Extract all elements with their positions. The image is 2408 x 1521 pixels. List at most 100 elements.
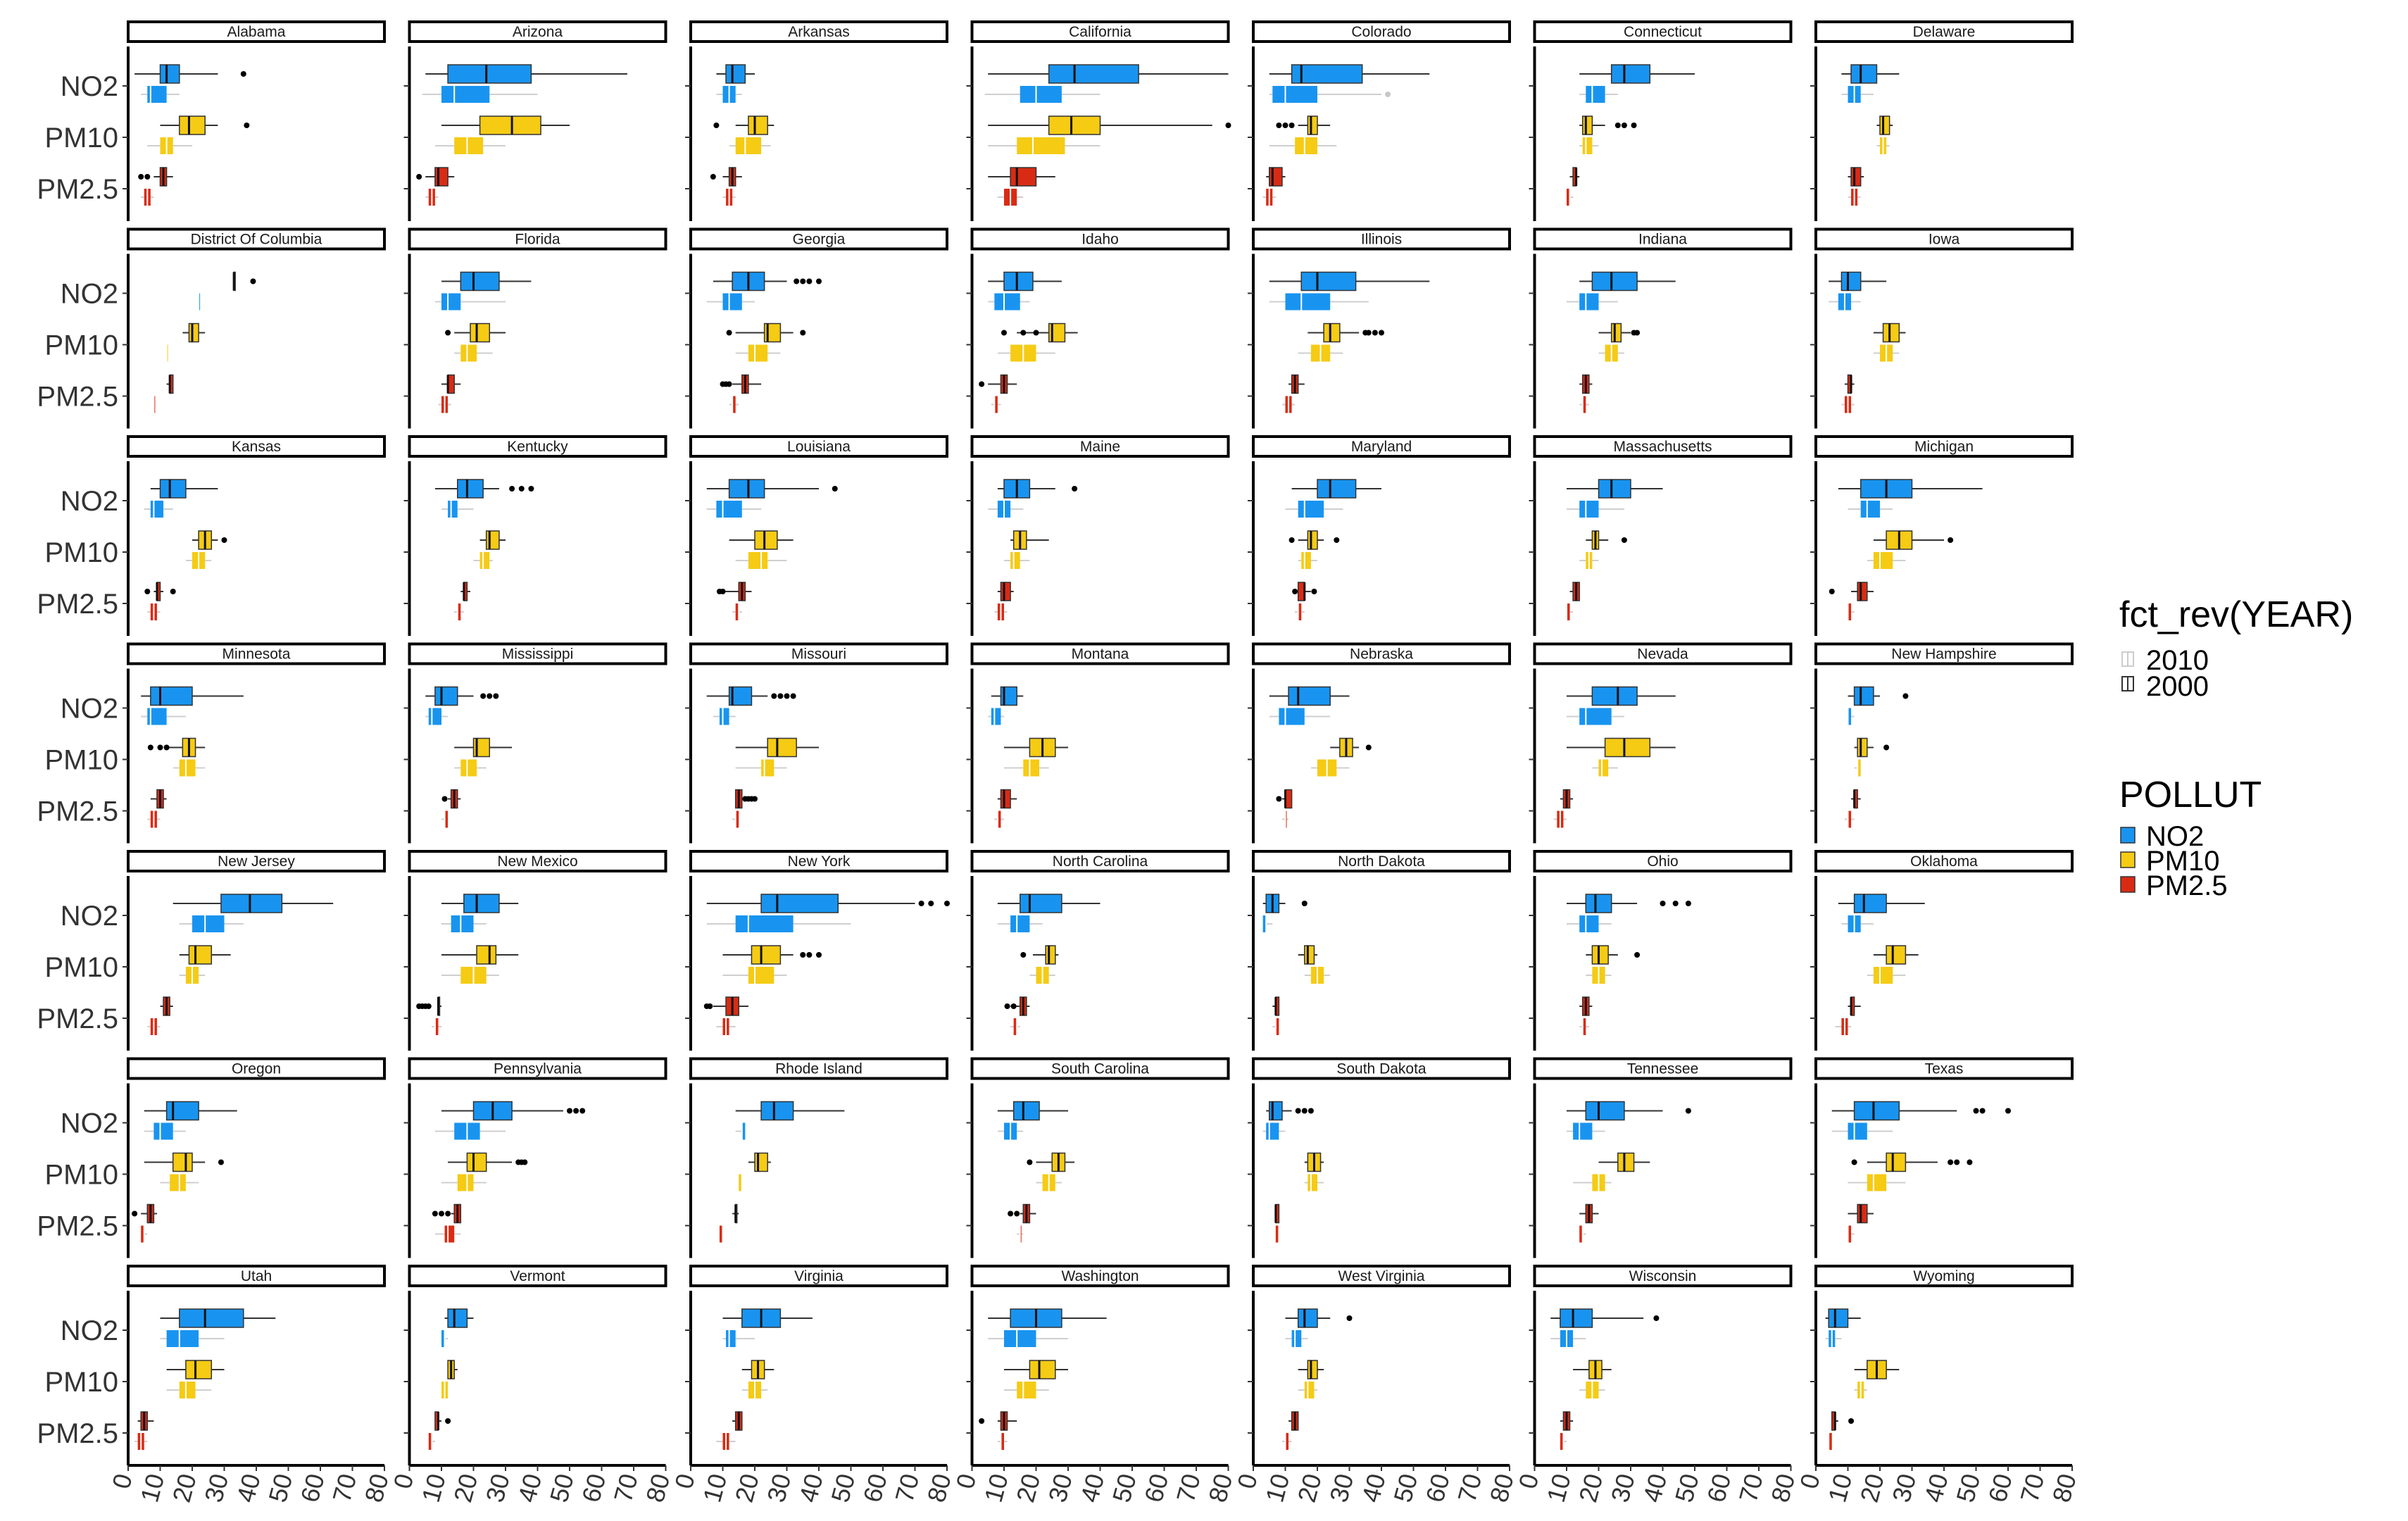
box-pm2-5-2000 bbox=[1004, 996, 1030, 1016]
facet-strip bbox=[408, 850, 667, 872]
facet-strip-label: South Carolina bbox=[1051, 1061, 1149, 1077]
facet-colorado: Colorado bbox=[1248, 20, 1511, 221]
outlier-point bbox=[144, 589, 151, 594]
box-iqr bbox=[1886, 1152, 1907, 1172]
facet-strip bbox=[970, 1057, 1230, 1080]
box-no2-2000 bbox=[441, 271, 532, 292]
y-tick-label-no2: NO2 bbox=[61, 486, 118, 517]
outlier-point bbox=[1292, 589, 1298, 594]
box-iqr bbox=[1860, 501, 1880, 518]
box-iqr bbox=[141, 1225, 144, 1243]
box-iqr bbox=[457, 479, 484, 499]
box-iqr bbox=[192, 915, 225, 932]
facet-strip-label: Texas bbox=[1925, 1061, 1964, 1077]
box-pm10-2010 bbox=[473, 552, 493, 569]
box-no2-2010 bbox=[198, 293, 201, 311]
facet-strip bbox=[127, 227, 386, 251]
box-iqr bbox=[1013, 1018, 1017, 1035]
box-no2-2000 bbox=[232, 271, 256, 292]
box-pm10-2000 bbox=[1288, 530, 1340, 550]
facet-florida: Florida bbox=[403, 227, 667, 429]
box-pm2-5-2000 bbox=[160, 996, 173, 1016]
y-tick-label-no2: NO2 bbox=[61, 1108, 118, 1139]
box-pm2-5-2010 bbox=[722, 189, 736, 206]
box-iqr bbox=[991, 708, 1001, 725]
facet-strip-label: Illinois bbox=[1361, 232, 1402, 248]
facet-strip bbox=[689, 1265, 948, 1287]
box-pm10-2010 bbox=[1586, 967, 1612, 984]
facet-strip bbox=[1252, 642, 1511, 665]
facet-strip-label: Massachusetts bbox=[1613, 439, 1712, 455]
box-iqr bbox=[1017, 1382, 1036, 1398]
box-no2-2000 bbox=[425, 64, 627, 84]
box-iqr bbox=[166, 1330, 199, 1347]
facet-georgia: Georgia bbox=[685, 227, 948, 429]
box-pm2-5-2000 bbox=[1844, 374, 1855, 394]
box-pm2-5-2000 bbox=[1848, 167, 1864, 187]
box-no2-2010 bbox=[706, 501, 762, 518]
box-iqr bbox=[1848, 603, 1852, 620]
outlier-point bbox=[1954, 1159, 1960, 1165]
outlier-point bbox=[979, 381, 985, 387]
box-pm10-2000 bbox=[447, 1360, 458, 1379]
box-iqr bbox=[1266, 1122, 1279, 1140]
box-iqr bbox=[716, 501, 742, 518]
outlier-point bbox=[1308, 1108, 1314, 1114]
facet-strip bbox=[1533, 435, 1793, 458]
box-no2-2010 bbox=[422, 86, 538, 103]
box-pm10-2010 bbox=[1592, 759, 1618, 777]
box-pm2-5-2000 bbox=[1276, 789, 1293, 809]
facet-strip-label: Indiana bbox=[1638, 232, 1687, 248]
box-iqr bbox=[1285, 1433, 1289, 1450]
facet-mississippi: Mississippi bbox=[403, 642, 667, 844]
box-iqr bbox=[179, 759, 196, 777]
facet-connecticut: Connecticut bbox=[1529, 20, 1793, 221]
box-iqr bbox=[1295, 137, 1317, 154]
facet-strip bbox=[1533, 1265, 1793, 1287]
box-iqr bbox=[1857, 759, 1861, 777]
box-pm2-5-2010 bbox=[1281, 396, 1296, 413]
facet-strip bbox=[1252, 1265, 1511, 1287]
box-iqr bbox=[1567, 603, 1570, 620]
box-no2-2010 bbox=[706, 915, 851, 932]
facet-strip bbox=[408, 435, 667, 458]
box-no2-2010 bbox=[441, 915, 487, 932]
box-pm10-2010 bbox=[441, 967, 499, 984]
box-no2-2000 bbox=[144, 1101, 237, 1121]
box-iqr bbox=[479, 552, 490, 569]
box-pm10-2010 bbox=[735, 552, 787, 569]
legend-key-year-2010: 2010 bbox=[2121, 645, 2209, 676]
box-pm2-5-2000 bbox=[732, 1203, 739, 1224]
box-pm2-5-2000 bbox=[150, 789, 167, 809]
outlier-point bbox=[1685, 1108, 1691, 1114]
facet-delaware: Delaware bbox=[1810, 20, 2074, 221]
outlier-point bbox=[1004, 1003, 1010, 1009]
outlier-point bbox=[573, 1108, 579, 1114]
y-tick-label-pm2-5: PM2.5 bbox=[37, 589, 118, 620]
outlier-point bbox=[157, 744, 163, 751]
outlier-point bbox=[1010, 1003, 1017, 1009]
facet-new-mexico: New Mexico bbox=[403, 850, 667, 1051]
facet-strip bbox=[1533, 1057, 1793, 1080]
outlier-point bbox=[147, 744, 153, 751]
box-pm2-5-2010 bbox=[1275, 1225, 1280, 1243]
box-pm2-5-2000 bbox=[1008, 1203, 1036, 1224]
box-no2-2010 bbox=[1567, 501, 1624, 518]
box-iqr bbox=[179, 115, 206, 135]
box-pm2-5-2010 bbox=[425, 189, 439, 206]
box-iqr bbox=[1886, 945, 1907, 965]
box-iqr bbox=[1591, 271, 1638, 292]
box-no2-2000 bbox=[160, 1308, 276, 1328]
facet-strip-label: Oklahoma bbox=[1910, 853, 1978, 870]
box-pm2-5-2000 bbox=[416, 996, 441, 1016]
box-pm2-5-2000 bbox=[1569, 582, 1580, 601]
box-pm10-2000 bbox=[454, 737, 513, 758]
box-pm2-5-2010 bbox=[1567, 189, 1574, 206]
facet-strip bbox=[689, 850, 948, 872]
box-iqr bbox=[1857, 737, 1868, 758]
box-no2-2000 bbox=[991, 686, 1024, 706]
outlier-point bbox=[522, 1159, 528, 1165]
box-iqr bbox=[159, 479, 187, 499]
box-iqr bbox=[1020, 894, 1062, 913]
box-iqr bbox=[725, 64, 746, 84]
